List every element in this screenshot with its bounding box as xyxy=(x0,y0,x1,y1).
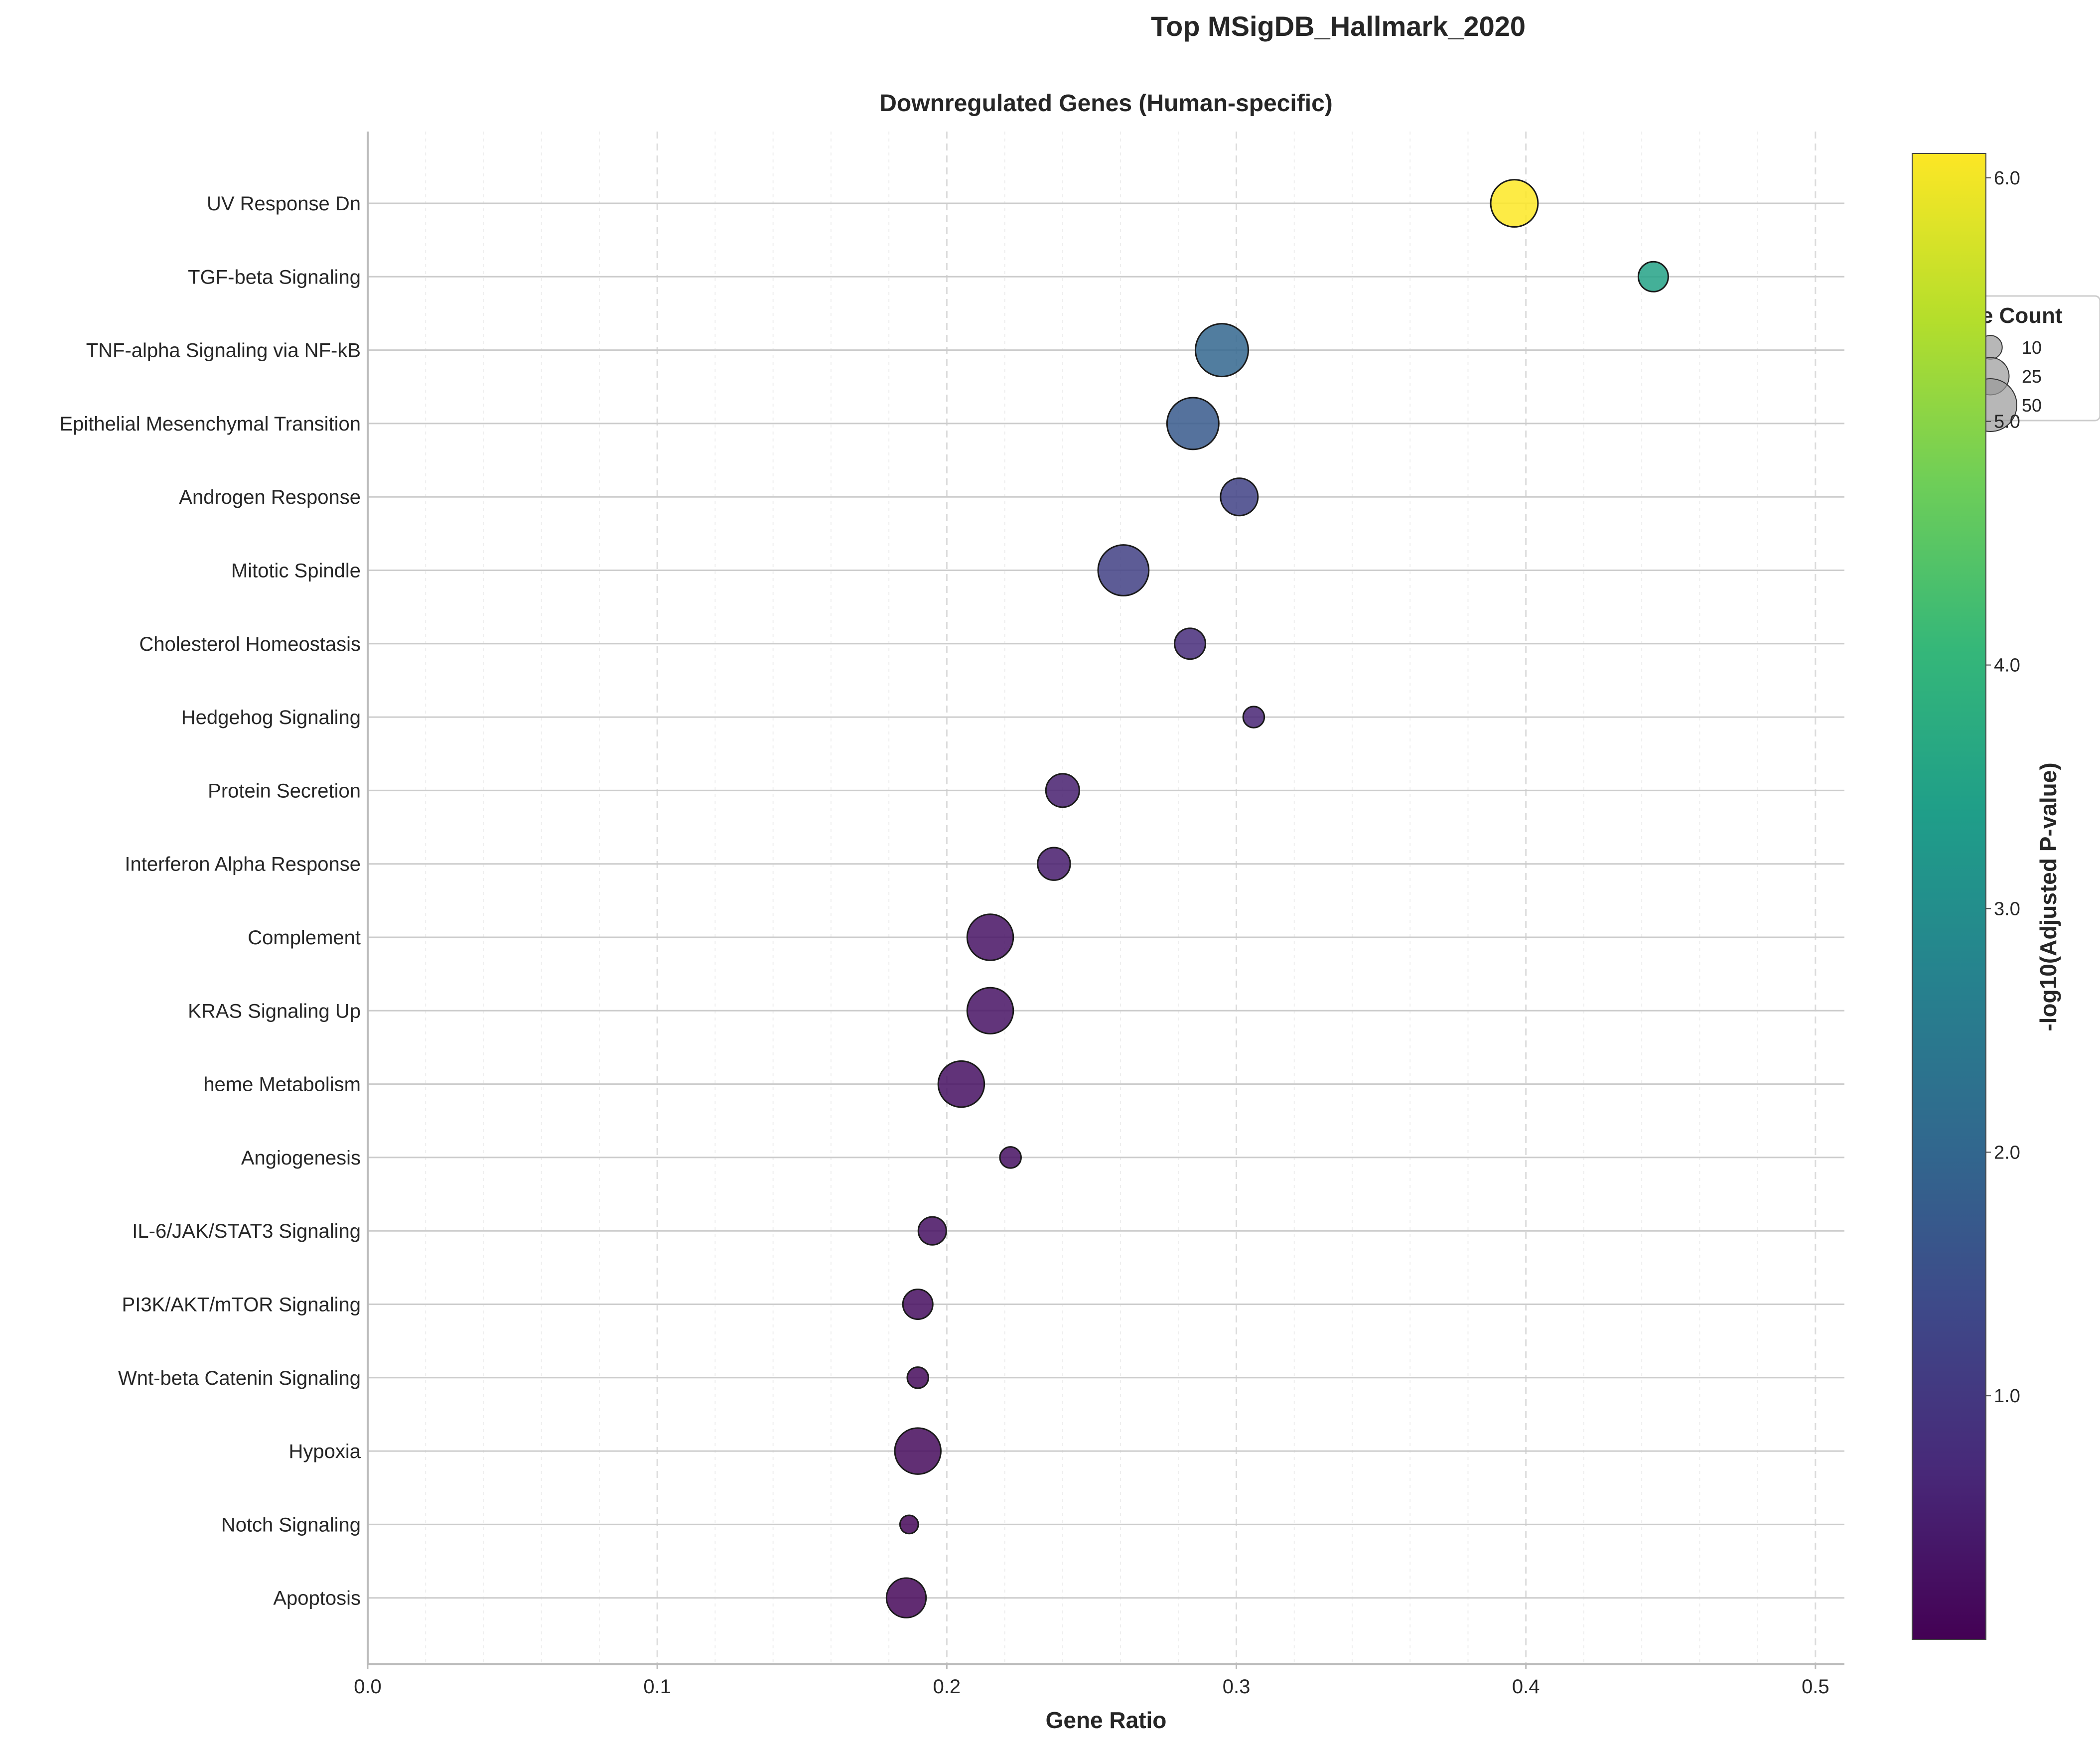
data-point xyxy=(1637,261,1669,292)
colorbar-tick-label: 2.0 xyxy=(1994,1142,2020,1163)
y-tick-label: Notch Signaling xyxy=(221,1514,361,1536)
chart-title: Downregulated Genes (Human-specific) xyxy=(879,90,1333,117)
y-tick-label: Protein Secretion xyxy=(208,780,361,802)
size-legend-label: 50 xyxy=(2022,395,2042,416)
colorbar-tick-label: 6.0 xyxy=(1994,168,2020,189)
colorbar-ticks: 1.0 2.0 3.0 4.0 5.0 6.0 xyxy=(1986,168,2020,1407)
colorbar-gradient xyxy=(1912,153,1986,1640)
y-tick-label: Hedgehog Signaling xyxy=(181,707,361,728)
y-tick-label: UV Response Dn xyxy=(207,193,361,215)
data-point xyxy=(1490,179,1539,228)
y-tick-label: Mitotic Spindle xyxy=(231,560,361,582)
grid-layer xyxy=(367,132,1817,1664)
data-point xyxy=(1174,627,1206,660)
colorbar-tick-label: 4.0 xyxy=(1994,655,2020,676)
x-tick-label: 0.2 xyxy=(933,1676,961,1698)
x-tick-label: 0.4 xyxy=(1512,1676,1540,1698)
y-tick-label: Complement xyxy=(248,927,361,949)
y-tick-label: Epithelial Mesenchymal Transition xyxy=(59,413,361,435)
data-point xyxy=(885,1577,927,1618)
y-tick-label: TNF-alpha Signaling via NF-kB xyxy=(86,340,361,362)
y-tick-label: Apoptosis xyxy=(273,1588,361,1609)
data-point xyxy=(1045,773,1080,808)
data-point xyxy=(966,987,1014,1035)
figure-suptitle: Top MSigDB_Hallmark_2020 xyxy=(1151,10,1526,42)
data-point xyxy=(966,913,1014,961)
data-point xyxy=(1242,706,1265,728)
x-tick-labels: 0.0 0.1 0.2 0.3 0.4 0.5 xyxy=(354,1664,1829,1698)
x-tick-label: 0.1 xyxy=(643,1676,671,1698)
data-point xyxy=(1194,323,1250,378)
data-point xyxy=(899,1514,919,1535)
data-point xyxy=(906,1366,929,1389)
x-axis-label: Gene Ratio xyxy=(1046,1707,1167,1733)
size-legend-label: 25 xyxy=(2022,366,2042,387)
x-tick-label: 0.0 xyxy=(354,1676,382,1698)
data-point xyxy=(902,1289,934,1320)
colorbar-label: -log10(Adjusted P-value) xyxy=(2035,762,2061,1031)
y-tick-label: heme Metabolism xyxy=(203,1074,361,1096)
colorbar-tick-label: 1.0 xyxy=(1994,1386,2020,1407)
data-point xyxy=(999,1146,1022,1169)
colorbar-tick-label: 3.0 xyxy=(1994,898,2020,919)
colorbar: 1.0 2.0 3.0 4.0 5.0 6.0 -log10(Adjusted P-val… xyxy=(1912,153,2061,1640)
y-tick-label: Cholesterol Homeostasis xyxy=(139,633,361,655)
x-tick-label: 0.3 xyxy=(1223,1676,1251,1698)
y-tick-label: Hypoxia xyxy=(288,1441,361,1462)
data-point xyxy=(1220,477,1259,517)
y-tick-label: Interferon Alpha Response xyxy=(125,854,361,875)
data-points xyxy=(885,179,1669,1618)
data-point xyxy=(1037,847,1071,881)
size-legend-label: 10 xyxy=(2022,337,2042,358)
y-tick-label: Wnt-beta Catenin Signaling xyxy=(118,1367,361,1389)
data-point xyxy=(917,1216,947,1246)
data-point xyxy=(1166,397,1220,450)
y-tick-label: Angiogenesis xyxy=(241,1147,361,1169)
data-point xyxy=(894,1427,942,1475)
y-tick-label: PI3K/AKT/mTOR Signaling xyxy=(122,1294,361,1316)
y-tick-label: KRAS Signaling Up xyxy=(188,1000,361,1022)
data-point xyxy=(1097,544,1150,596)
colorbar-tick-label: 5.0 xyxy=(1994,412,2020,433)
y-tick-label: IL-6/JAK/STAT3 Signaling xyxy=(132,1220,361,1242)
y-tick-label: Androgen Response xyxy=(179,486,361,508)
y-tick-labels: UV Response Dn TGF-beta Signaling TNF-alph… xyxy=(59,193,361,1609)
category-row-lines xyxy=(368,202,1844,1599)
y-tick-label: TGF-beta Signaling xyxy=(188,266,361,288)
axes xyxy=(367,132,1844,1665)
x-tick-label: 0.5 xyxy=(1802,1676,1829,1698)
data-point xyxy=(937,1060,985,1108)
